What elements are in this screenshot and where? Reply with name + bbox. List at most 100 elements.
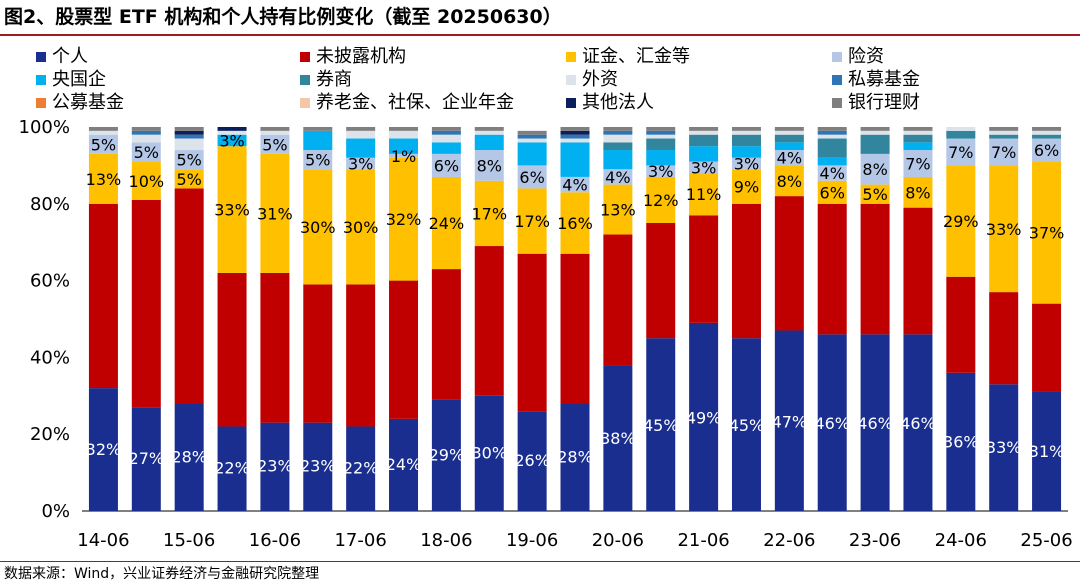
bar-segment bbox=[260, 130, 290, 135]
bar-segment bbox=[389, 127, 419, 131]
bar-segment bbox=[346, 426, 376, 511]
data-label: 49% bbox=[686, 409, 722, 428]
data-label: 22% bbox=[214, 458, 250, 477]
bar-segment bbox=[989, 165, 1019, 293]
y-tick-label: 20% bbox=[30, 424, 70, 445]
bar-segment bbox=[174, 169, 204, 189]
bar-segment bbox=[174, 130, 204, 135]
legend-label-8: 公募基金 bbox=[52, 92, 124, 113]
legend-swatch-3 bbox=[832, 52, 842, 62]
bar-segment bbox=[603, 130, 633, 135]
bar-segment bbox=[774, 130, 804, 135]
x-tick-label: 20-06 bbox=[592, 530, 644, 551]
bar-segment bbox=[860, 334, 890, 511]
bar-segment bbox=[560, 130, 590, 135]
data-label: 16% bbox=[557, 214, 593, 233]
bar-segment bbox=[1032, 127, 1062, 131]
bar-segment bbox=[131, 199, 161, 408]
bar-segment bbox=[817, 157, 847, 166]
bar-segment bbox=[817, 138, 847, 158]
data-label: 45% bbox=[729, 416, 765, 435]
bar-segment bbox=[646, 176, 676, 223]
data-label: 5% bbox=[176, 151, 201, 170]
x-tick-label: 24-06 bbox=[935, 530, 987, 551]
data-label: 5% bbox=[262, 135, 287, 154]
data-label: 9% bbox=[734, 178, 759, 197]
title-divider bbox=[0, 34, 1080, 36]
bar-segment bbox=[303, 169, 333, 285]
bar-segment bbox=[1032, 161, 1062, 304]
bar-segment bbox=[989, 292, 1019, 385]
bar-segment bbox=[431, 176, 461, 270]
data-label: 30% bbox=[471, 444, 507, 463]
bar-segment bbox=[303, 127, 333, 131]
bars bbox=[88, 127, 1062, 511]
data-label: 4% bbox=[562, 176, 587, 195]
bar-segment bbox=[389, 280, 419, 419]
bar-segment bbox=[731, 157, 761, 170]
bar-segment bbox=[731, 127, 761, 131]
bar-segment bbox=[474, 130, 504, 135]
bar-segment bbox=[217, 272, 247, 427]
bar-segment bbox=[174, 134, 204, 139]
bar-segment bbox=[303, 150, 333, 170]
bar-segment bbox=[989, 138, 1019, 166]
data-label: 46% bbox=[857, 414, 893, 433]
x-tick-label: 15-06 bbox=[163, 530, 215, 551]
bar-segment bbox=[517, 165, 547, 189]
bar-segment bbox=[946, 276, 976, 373]
bar-segment bbox=[860, 127, 890, 131]
bar-segment bbox=[603, 134, 633, 143]
data-label: 24% bbox=[386, 455, 422, 474]
bar-segment bbox=[689, 173, 719, 216]
data-label: 6% bbox=[820, 183, 845, 202]
data-label: 8% bbox=[477, 156, 502, 175]
data-label: 17% bbox=[514, 212, 550, 231]
bar-segment bbox=[774, 330, 804, 511]
legend-label-2: 证金、汇金等 bbox=[582, 46, 690, 67]
data-label: 27% bbox=[129, 449, 165, 468]
x-tick-label: 23-06 bbox=[849, 530, 901, 551]
legend-label-3: 险资 bbox=[848, 46, 884, 67]
bar-segment bbox=[303, 130, 333, 151]
bar-segment bbox=[603, 184, 633, 235]
bar-segment bbox=[989, 134, 1019, 139]
bar-segment bbox=[817, 127, 847, 131]
legend-label-7: 私募基金 bbox=[848, 69, 920, 90]
axes: 0% 20% 40% 60% 80% 100% 14-06 15-06 16-06 17-06 18… bbox=[19, 117, 1073, 551]
data-label: 22% bbox=[343, 458, 379, 477]
bar-segment bbox=[389, 130, 419, 139]
bar-segment bbox=[517, 130, 547, 135]
bar-segment bbox=[860, 203, 890, 335]
bar-segment bbox=[689, 130, 719, 135]
data-label: 5% bbox=[134, 143, 159, 162]
bar-segment bbox=[903, 142, 933, 151]
bar-segment bbox=[646, 165, 676, 177]
bar-segment bbox=[903, 207, 933, 335]
bar-segment bbox=[774, 150, 804, 166]
bar-segment bbox=[731, 203, 761, 339]
bar-segment bbox=[689, 134, 719, 147]
bar-segment bbox=[389, 418, 419, 511]
bar-segment bbox=[474, 150, 504, 181]
legend-swatch-4 bbox=[36, 75, 46, 85]
data-label: 11% bbox=[686, 185, 722, 204]
bar-segment bbox=[689, 215, 719, 323]
bar-segment bbox=[603, 150, 633, 170]
bar-segment bbox=[603, 142, 633, 151]
bar-segment bbox=[560, 142, 590, 177]
data-label: 6% bbox=[434, 156, 459, 175]
data-labels: 32%13%5%27%10%5%28%5%5%22%33%3%23%31%5%2… bbox=[86, 131, 1065, 477]
data-label: 32% bbox=[386, 210, 422, 229]
data-label: 37% bbox=[1029, 224, 1065, 243]
bar-segment bbox=[903, 334, 933, 511]
legend-label-1: 未披露机构 bbox=[316, 46, 406, 67]
bar-segment bbox=[989, 127, 1019, 131]
bar-segment bbox=[517, 134, 547, 139]
bar-segment bbox=[860, 130, 890, 135]
bar-segment bbox=[689, 161, 719, 174]
data-label: 12% bbox=[643, 191, 679, 210]
bar-segment bbox=[174, 188, 204, 404]
bar-segment bbox=[989, 130, 1019, 135]
x-tick-label: 21-06 bbox=[677, 530, 729, 551]
